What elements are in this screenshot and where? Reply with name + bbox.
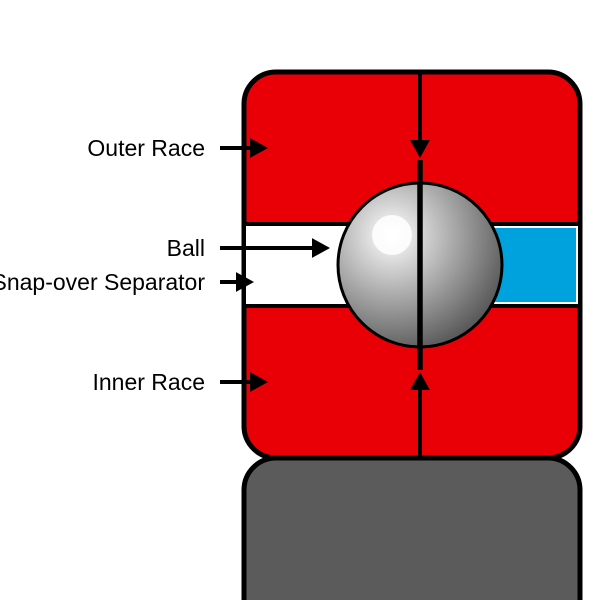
label-outer-race: Outer Race: [87, 135, 205, 162]
label-inner-race: Inner Race: [92, 369, 205, 396]
label-ball: Ball: [167, 235, 205, 262]
bearing-diagram: [0, 0, 600, 600]
diagram-svg: [0, 0, 600, 600]
label-separator: Snap-over Separator: [0, 269, 205, 296]
